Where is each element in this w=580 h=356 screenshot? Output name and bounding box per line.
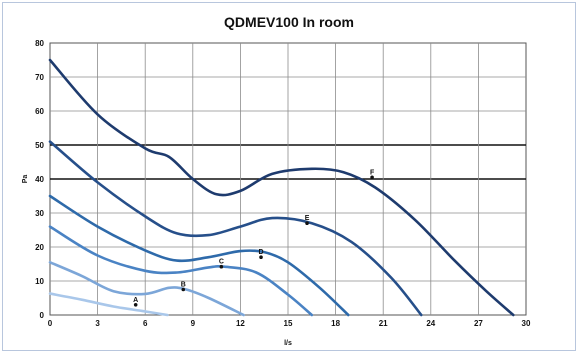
y-axis-label: Pa <box>22 175 29 184</box>
y-tick-label: 50 <box>35 141 44 150</box>
point-label-a: A <box>133 297 138 304</box>
y-tick-label: 60 <box>35 107 44 116</box>
x-tick-label: 21 <box>379 319 388 328</box>
fan-curve-chart: QDMEV100 In room 0 3 6 9 12 15 18 21 24 27 30 0 10 2… <box>3 3 577 352</box>
y-tick-label: 20 <box>35 243 44 252</box>
y-tick-label: 10 <box>35 277 44 286</box>
chart-title: QDMEV100 In room <box>224 14 354 30</box>
x-tick-label: 27 <box>474 319 483 328</box>
y-tick-label: 80 <box>35 39 44 48</box>
x-tick-label: 6 <box>143 319 148 328</box>
y-tick-label: 0 <box>40 311 45 320</box>
x-tick-label: 30 <box>522 319 531 328</box>
point-label-c: C <box>219 259 224 266</box>
point-label-e: E <box>305 215 310 222</box>
x-tick-label: 24 <box>426 319 435 328</box>
x-tick-label: 3 <box>95 319 100 328</box>
x-tick-labels: 0 3 6 9 12 15 18 21 24 27 30 <box>48 319 531 328</box>
x-tick-label: 9 <box>191 319 196 328</box>
point-label-f: F <box>370 169 375 176</box>
y-tick-label: 40 <box>35 175 44 184</box>
x-tick-label: 18 <box>331 319 340 328</box>
x-tick-label: 12 <box>236 319 245 328</box>
x-axis-label: l/s <box>284 340 292 347</box>
x-tick-label: 0 <box>48 319 53 328</box>
point-label-d: D <box>258 249 263 256</box>
x-tick-label: 15 <box>284 319 293 328</box>
y-tick-labels: 0 10 20 30 40 50 60 70 80 <box>35 39 44 320</box>
point-label-b: B <box>181 282 186 289</box>
y-tick-label: 30 <box>35 209 44 218</box>
y-tick-label: 70 <box>35 73 44 82</box>
chart-frame: QDMEV100 In room 0 3 6 9 12 15 18 21 24 27 30 0 10 2… <box>2 2 576 351</box>
